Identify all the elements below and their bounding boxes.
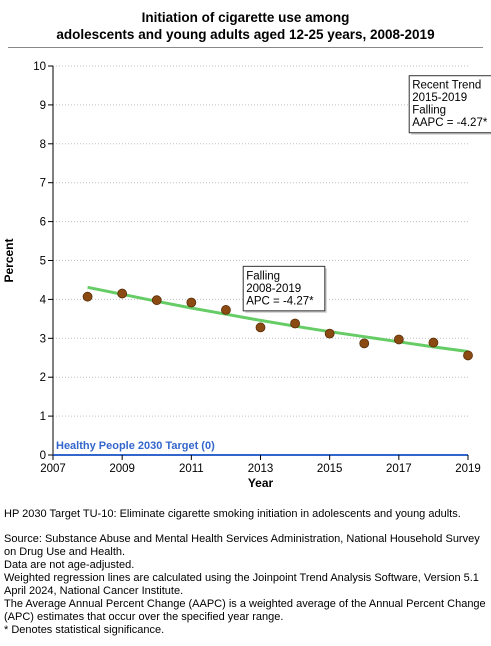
annotation-aapc	[408, 75, 491, 134]
note-target: HP 2030 Target TU-10: Eliminate cigarett…	[4, 508, 461, 520]
chart-title-line-2: adolescents and young adults aged 12-25 …	[56, 27, 435, 42]
y-axis-label: Percent	[2, 238, 16, 282]
y-tick-label: 6	[40, 217, 46, 229]
y-tick-label: 2	[40, 372, 46, 384]
note-aapc: The Average Annual Percent Change (AAPC)…	[4, 598, 486, 623]
title-divider	[8, 47, 483, 48]
y-tick-label: 5	[40, 256, 46, 268]
y-tick-label: 9	[40, 100, 46, 112]
x-tick-label: 2009	[109, 463, 135, 475]
y-tick-label: 1	[40, 411, 46, 423]
annotation-apc-text: 2008-2019	[246, 283, 301, 295]
x-tick-label: 2017	[386, 463, 412, 475]
chart-title: Initiation of cigarette use among adoles…	[0, 9, 491, 43]
x-tick-label: 2007	[40, 463, 66, 475]
chart-title-line-1: Initiation of cigarette use among	[141, 10, 350, 25]
note-significance: * Denotes statistical significance.	[4, 624, 165, 636]
annotation-aapc-text: 2015-2019	[412, 92, 467, 104]
data-point	[324, 328, 335, 339]
y-tick-label: 10	[33, 61, 46, 73]
annotation-aapc-text: Falling	[412, 105, 446, 117]
data-point	[255, 322, 266, 333]
data-point	[290, 318, 300, 329]
y-tick-label: 3	[40, 333, 46, 345]
data-point	[428, 337, 439, 348]
note-joinpoint: Weighted regression lines are calculated…	[4, 572, 479, 597]
data-point	[82, 291, 93, 302]
chart-svg: 0 1 2 3 4 5 6 7 8 9 10 Healthy People 2030 Target (…	[2, 61, 491, 490]
data-point	[151, 295, 162, 306]
annotation-aapc-text: Recent Trend	[412, 80, 481, 92]
y-tick-label: 7	[40, 178, 46, 190]
x-axis-label: Year	[248, 476, 274, 490]
data-point	[186, 297, 197, 308]
note-age-adjusted: Data are not age-adjusted.	[4, 559, 135, 571]
annotation-apc-text: APC = -4.27*	[246, 295, 314, 307]
x-tick-label: 2015	[317, 463, 343, 475]
trend-line	[87, 285, 469, 353]
note-source: Source: Substance Abuse and Mental Healt…	[4, 533, 480, 558]
annotation-apc	[242, 265, 326, 312]
annotation-apc-text: Falling	[246, 270, 280, 282]
annotation-aapc-text: AAPC = -4.27*	[412, 117, 488, 129]
x-tick-label: 2019	[455, 463, 481, 475]
y-tick-label: 0	[40, 450, 46, 462]
data-point	[359, 338, 370, 349]
x-tick-label: 2011	[179, 463, 204, 475]
data-point	[463, 350, 473, 361]
data-point	[221, 305, 231, 315]
target-label: Healthy People 2030 Target (0)	[56, 440, 215, 452]
data-point	[393, 334, 404, 345]
x-tick-label: 2013	[248, 463, 274, 475]
data-point	[117, 288, 128, 299]
y-tick-label: 8	[40, 139, 46, 151]
y-tick-label: 4	[40, 294, 47, 306]
